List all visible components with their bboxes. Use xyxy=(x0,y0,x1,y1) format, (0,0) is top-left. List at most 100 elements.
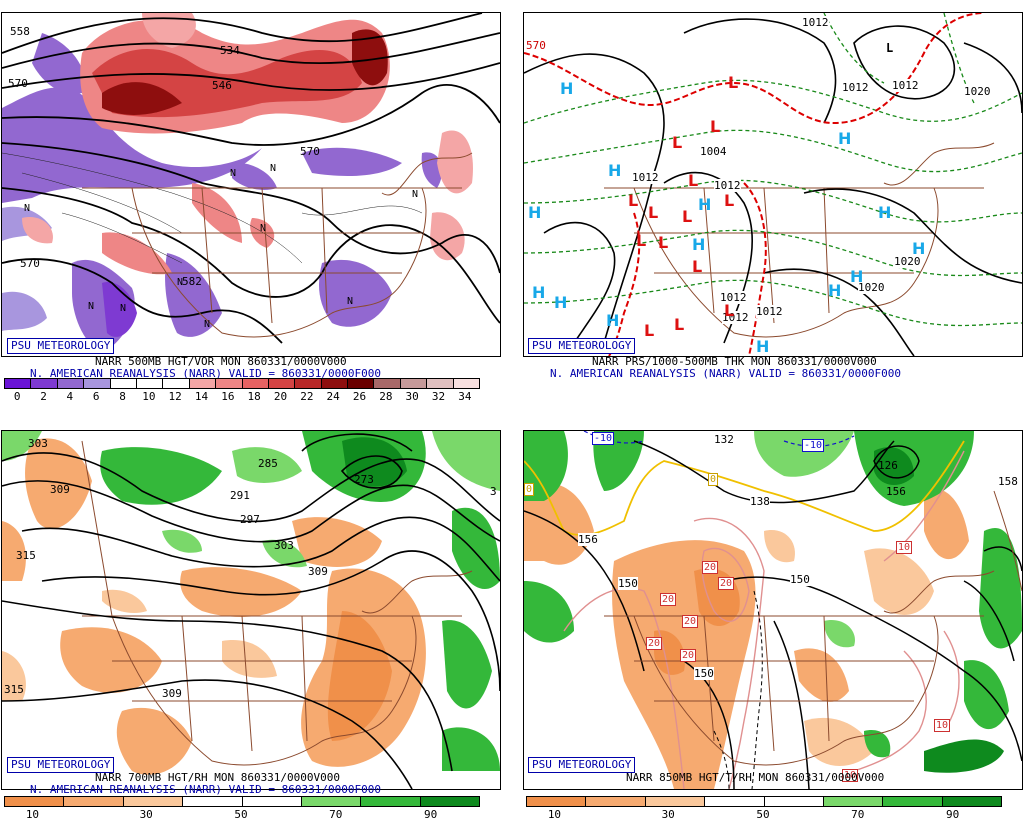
colorbar-segment xyxy=(453,379,479,388)
colorbar-tick-label: 90 xyxy=(423,808,438,819)
colorbar-tick-label: 10 xyxy=(142,390,156,401)
colorbar-segment xyxy=(586,797,646,806)
colorbar-tick-label: 16 xyxy=(221,390,235,401)
low-pressure-marker: L xyxy=(688,171,699,190)
colorbar-tick-label: 50 xyxy=(756,808,770,819)
low-pressure-marker: L xyxy=(648,203,659,222)
map-label: 546 xyxy=(212,79,232,92)
low-pressure-marker: L xyxy=(710,117,721,136)
map-label: 534 xyxy=(220,44,240,57)
valid-time-line: N. AMERICAN REANALYSIS (NARR) VALID = 86… xyxy=(550,367,901,380)
colorbar-segment xyxy=(216,379,243,388)
low-pressure-marker: L xyxy=(724,191,735,210)
temperature-label: 20 xyxy=(702,561,719,574)
credit-label: PSU METEOROLOGY xyxy=(528,338,636,354)
map-label: N xyxy=(260,223,267,234)
temperature-label: 20 xyxy=(718,577,735,590)
high-pressure-marker: H xyxy=(828,281,842,300)
colorbar xyxy=(526,796,1002,807)
colorbar-tick-label: 2 xyxy=(40,390,47,401)
isobar-label: 1020 xyxy=(964,85,991,98)
map-label: 570 xyxy=(20,257,40,270)
colorbar-segment xyxy=(84,379,111,388)
temperature-label: 0 xyxy=(708,473,719,486)
colorbar-tick-label: 10 xyxy=(25,808,40,819)
map-label: N xyxy=(270,163,277,174)
isobar-label: 1012 xyxy=(720,291,747,304)
map-label: N xyxy=(120,303,127,314)
map-label: 303 xyxy=(28,437,48,450)
temperature-label: 20 xyxy=(660,593,677,606)
high-pressure-marker: H xyxy=(560,79,574,98)
colorbar-tick-label: 6 xyxy=(92,390,100,401)
colorbar-tick-label: 50 xyxy=(234,808,248,819)
low-center-marker: L xyxy=(886,41,894,55)
map-label: 285 xyxy=(258,457,278,470)
colorbar-segment xyxy=(5,379,32,388)
colorbar-segment xyxy=(361,797,421,806)
high-pressure-marker: H xyxy=(878,203,892,222)
colorbar-tick-label: 4 xyxy=(66,390,74,401)
high-pressure-marker: H xyxy=(912,239,926,258)
temperature-label: -10 xyxy=(802,439,825,452)
high-pressure-marker: H xyxy=(606,311,620,330)
map-graphic xyxy=(524,13,1022,356)
colorbar-segment xyxy=(705,797,765,806)
colorbar-segment xyxy=(64,797,124,806)
low-pressure-marker: L xyxy=(636,231,647,250)
map-label: N xyxy=(204,319,211,330)
map-label: N xyxy=(177,277,184,288)
valid-time-line: N. AMERICAN REANALYSIS (NARR) VALID = 86… xyxy=(30,367,381,380)
low-pressure-marker: L xyxy=(658,233,669,252)
colorbar-segment xyxy=(57,379,85,388)
low-pressure-marker: L xyxy=(692,257,703,276)
height-label: 156 xyxy=(886,485,906,498)
colorbar-segment xyxy=(427,379,454,388)
colorbar-segment xyxy=(123,797,184,806)
isobar-label: 1012 xyxy=(714,179,741,192)
map-label: 303 xyxy=(274,539,294,552)
low-pressure-marker: L xyxy=(728,73,739,92)
map-label: N xyxy=(230,168,237,179)
colorbar-tick-label: 24 xyxy=(326,390,340,401)
valid-time-line: N. AMERICAN REANALYSIS (NARR) VALID = 86… xyxy=(30,783,381,796)
colorbar-segment xyxy=(242,379,269,388)
height-label: 132 xyxy=(714,433,734,446)
isobar-label: 1012 xyxy=(802,16,829,29)
map-label: N xyxy=(88,301,95,312)
height-label: 126 xyxy=(878,459,898,472)
colorbar-tick-label: 30 xyxy=(661,808,675,819)
map-graphic xyxy=(524,431,1022,789)
isobar-label: 1012 xyxy=(892,79,919,92)
height-label: 150 xyxy=(618,577,638,590)
isobar-label: 1012 xyxy=(722,311,749,324)
colorbar-segment xyxy=(883,797,943,806)
isobar-label: 1012 xyxy=(756,305,783,318)
map-label: 291 xyxy=(230,489,250,502)
map-label: 297 xyxy=(240,513,260,526)
map-label: 309 xyxy=(162,687,182,700)
temperature-label: 10 xyxy=(842,769,859,782)
temperature-label: 20 xyxy=(682,615,699,628)
colorbar xyxy=(4,378,480,389)
colorbar-segment xyxy=(301,797,362,806)
colorbar-tick-label: 90 xyxy=(945,808,960,819)
isobar-label: 1004 xyxy=(700,145,727,158)
credit-label: PSU METEOROLOGY xyxy=(528,757,636,773)
colorbar-tick-label: 30 xyxy=(405,390,419,401)
panel-850mb-temp-rh: 132 138 150 150 156 150 126 156 158 -10 … xyxy=(512,410,1024,819)
colorbar-segment xyxy=(242,797,302,806)
map-label: 315 xyxy=(16,549,36,562)
high-pressure-marker: H xyxy=(532,283,546,302)
product-line: NARR 850MB HGT/T/RH MON 860331/0000V000 xyxy=(626,771,885,784)
colorbar-tick-label: 70 xyxy=(851,808,865,819)
colorbar-segment xyxy=(110,379,137,388)
map-label: 273 xyxy=(354,473,374,486)
low-pressure-marker: L xyxy=(644,321,655,340)
map-label: 582 xyxy=(182,275,202,288)
colorbar-tick-label: 30 xyxy=(139,808,153,819)
colorbar-tick-label: 14 xyxy=(194,390,209,401)
colorbar-tick-label: 10 xyxy=(547,808,562,819)
credit-label: PSU METEOROLOGY xyxy=(7,338,115,354)
temperature-label: 20 xyxy=(646,637,663,650)
